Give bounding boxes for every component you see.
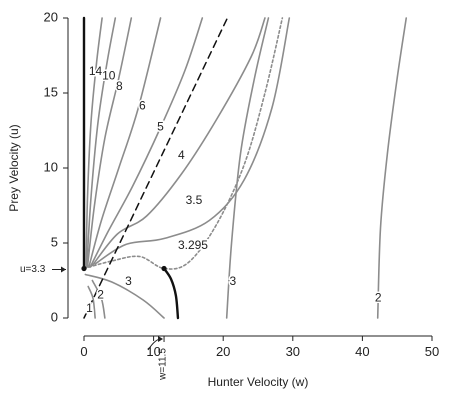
w-marker-label: w=11.5: [158, 348, 169, 381]
dashed-line-15: [83, 17, 229, 319]
curve-label-6: 3.5: [186, 193, 203, 207]
contour-line-8: [84, 273, 165, 319]
contour-line-10: [91, 279, 106, 319]
contour-line-4: [89, 17, 204, 268]
contour-line-12: [87, 285, 96, 319]
x-axis-title: Hunter Velocity (w): [208, 375, 309, 389]
contour-line-6: [94, 17, 291, 265]
contour-line-5: [91, 17, 266, 267]
curve-label-12: 1: [86, 301, 93, 315]
u-marker-arrowhead: [61, 266, 66, 273]
curve-label-1: 10: [102, 69, 116, 83]
curve-label-10: 2: [97, 288, 104, 302]
y-tick-label-1: 5: [51, 234, 58, 249]
threshold-line-14: [162, 267, 180, 320]
x-tick-label-5: 50: [425, 344, 439, 359]
curve-label-9: 3: [229, 274, 236, 288]
curve-label-5: 4: [178, 148, 185, 162]
u-marker-label: u=3.3: [20, 264, 46, 275]
curve-label-8: 3: [125, 274, 132, 288]
y-tick-label-4: 20: [44, 9, 58, 24]
curve-label-7: 3.295: [178, 238, 208, 252]
y-tick-label-0: 0: [51, 309, 58, 324]
curve-label-3: 6: [139, 99, 146, 113]
y-tick-label-3: 15: [44, 84, 58, 99]
w-marker-arrowhead: [158, 336, 164, 342]
contour-line-9: [225, 17, 270, 319]
y-axis-title: Prey Velocity (u): [7, 124, 21, 211]
contour-line-dotted-7: [83, 17, 284, 270]
critical-point-0: [81, 265, 87, 272]
y-tick-label-2: 10: [44, 159, 58, 174]
contour-line-2: [86, 17, 133, 268]
curve-label-0: 14: [89, 64, 103, 78]
curve-label-4: 5: [157, 120, 164, 134]
contour-line-1: [85, 17, 117, 268]
contour-line-11: [376, 17, 408, 319]
contour-line-0: [85, 17, 103, 268]
x-tick-label-3: 30: [286, 344, 300, 359]
x-tick-label-4: 40: [355, 344, 369, 359]
curve-label-11: 2: [375, 291, 382, 305]
x-tick-label-0: 0: [80, 344, 87, 359]
x-tick-label-2: 20: [216, 344, 230, 359]
contour-line-3: [88, 17, 162, 268]
curve-label-2: 8: [116, 79, 123, 93]
critical-point-1: [161, 265, 167, 272]
